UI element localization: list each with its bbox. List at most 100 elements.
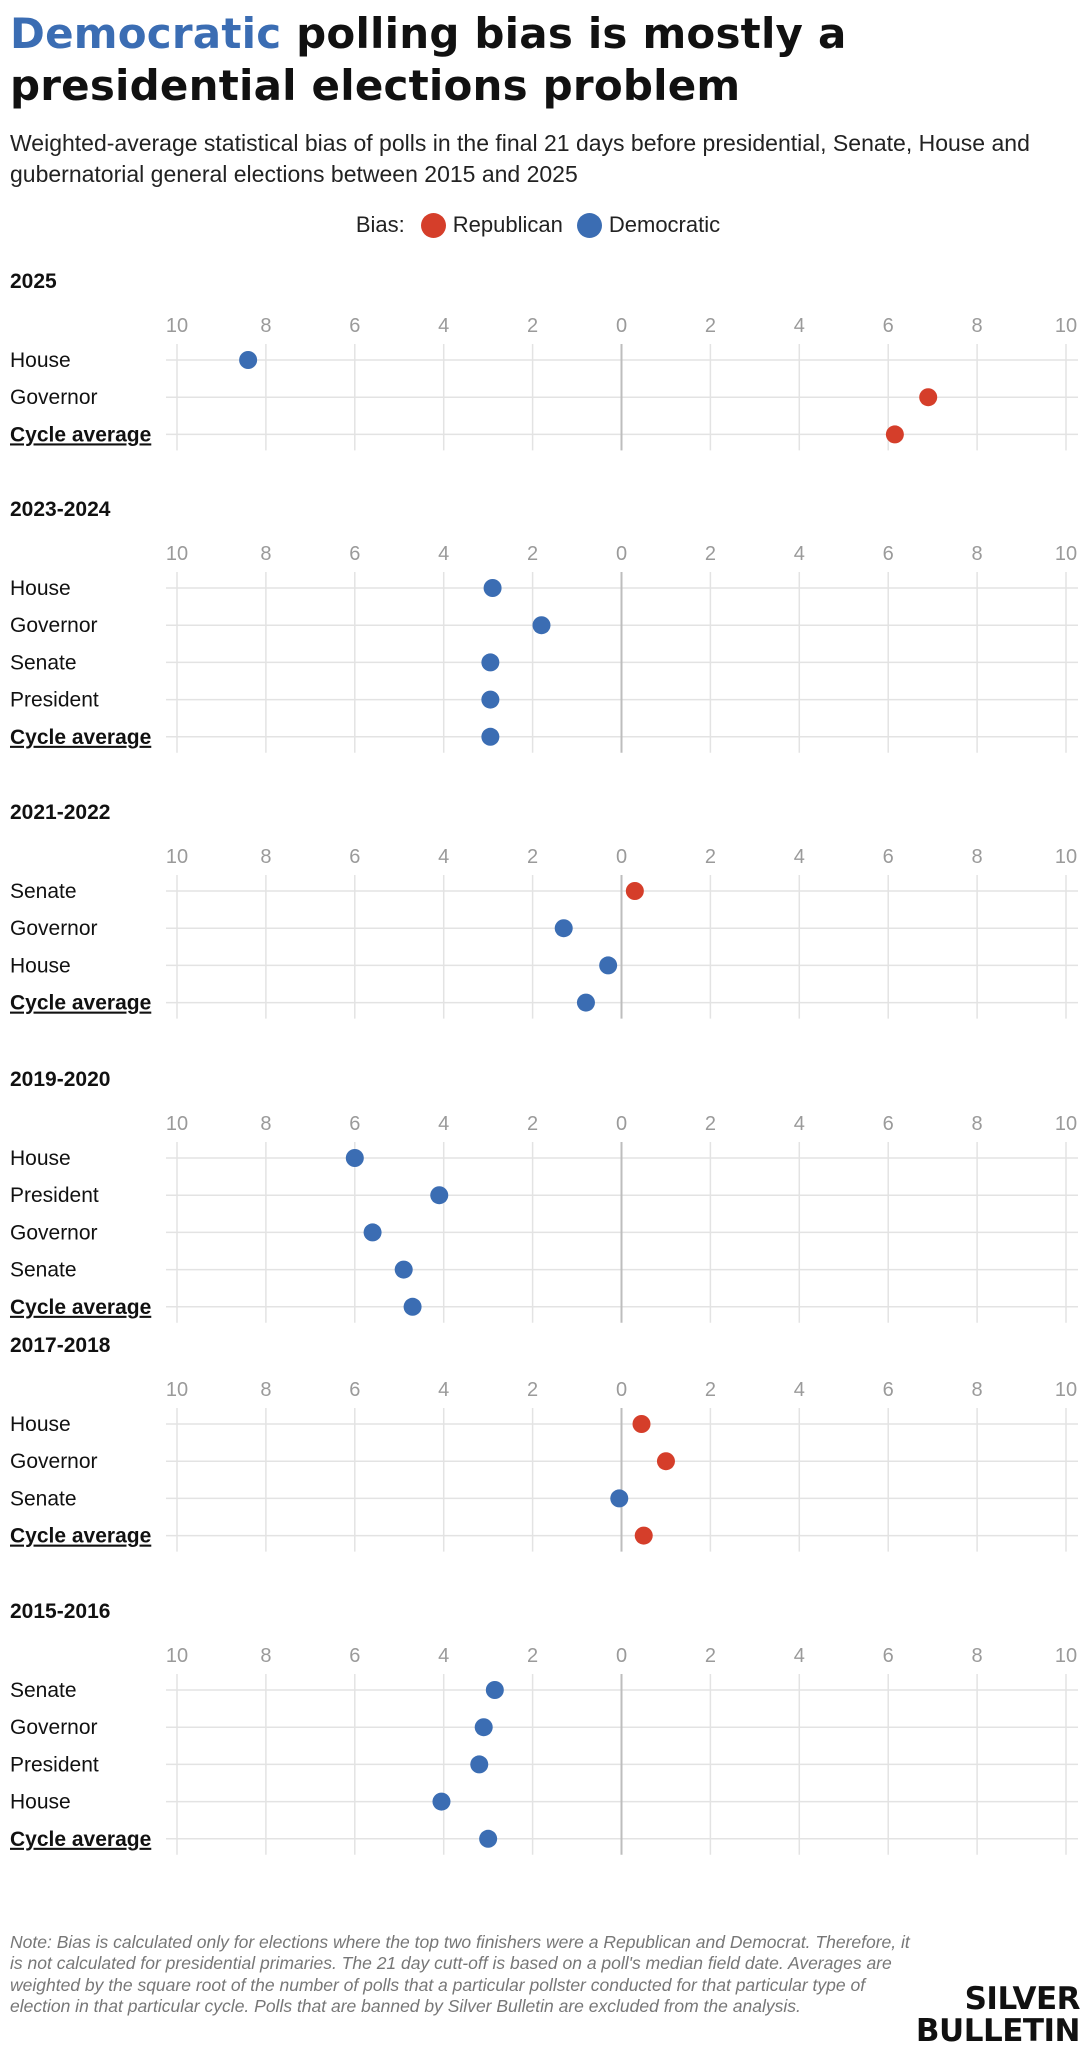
panel-title-5: 2015-2016 (10, 1600, 110, 1623)
row-label: House (10, 1413, 71, 1436)
legend-dot-republican-icon (420, 212, 446, 238)
row-label: President (10, 689, 99, 712)
x-tick-label: 8 (972, 1645, 983, 1667)
x-tick-label: 2 (705, 1379, 716, 1401)
data-point-democratic (481, 690, 500, 709)
logo-line-2: BULLETIN (915, 2013, 1081, 2049)
row-label: House (10, 954, 71, 977)
x-tick-label: 8 (972, 846, 983, 868)
data-point-democratic (479, 1829, 498, 1848)
x-tick-label: 10 (1055, 846, 1077, 868)
data-point-democratic (483, 579, 502, 597)
row-label: Governor (10, 1221, 98, 1244)
row-label: Senate (10, 1679, 77, 1702)
panel-title-4: 2017-2018 (10, 1334, 111, 1357)
x-tick-label: 10 (1055, 315, 1077, 337)
x-tick-label: 10 (166, 315, 188, 337)
x-tick-label: 6 (349, 1379, 360, 1401)
logo-line-1: SILVER (964, 1981, 1081, 2017)
x-tick-label: 10 (166, 543, 188, 565)
x-tick-label: 10 (1055, 1379, 1077, 1401)
row-label: Senate (10, 651, 77, 674)
x-tick-label: 4 (438, 543, 449, 565)
x-tick-label: 6 (883, 543, 894, 565)
row-label: Governor (10, 1716, 98, 1739)
x-tick-label: 0 (616, 315, 627, 337)
data-point-democratic (474, 1718, 493, 1737)
footnote: Note: Bias is calculated only for electi… (10, 1932, 910, 2016)
x-tick-label: 4 (794, 846, 805, 868)
x-tick-label: 8 (260, 1113, 271, 1135)
x-tick-label: 4 (794, 1113, 805, 1135)
x-tick-label: 2 (705, 1113, 716, 1135)
data-point-democratic (239, 351, 258, 369)
x-tick-label: 2 (705, 1645, 716, 1667)
x-tick-label: 0 (616, 1379, 627, 1401)
data-point-democratic (599, 956, 618, 975)
legend-text-republican: Republican (452, 212, 563, 237)
x-tick-label: 0 (616, 543, 627, 565)
title-highlight: Democratic (10, 9, 282, 58)
data-point-republican (919, 388, 938, 407)
x-tick-label: 0 (616, 846, 627, 868)
panel-title-3: 2019-2020 (10, 1068, 110, 1091)
x-tick-label: 6 (349, 846, 360, 868)
row-label: President (10, 1184, 99, 1207)
x-tick-label: 8 (972, 1379, 983, 1401)
x-tick-label: 4 (438, 315, 449, 337)
panel-title-1: 2023-2024 (10, 498, 111, 521)
x-tick-label: 10 (166, 1113, 188, 1135)
row-label: Governor (10, 614, 98, 637)
x-tick-label: 4 (794, 1645, 805, 1667)
x-tick-label: 4 (438, 1379, 449, 1401)
x-tick-label: 6 (349, 1113, 360, 1135)
x-tick-label: 6 (883, 1113, 894, 1135)
data-point-democratic (485, 1681, 504, 1699)
data-point-democratic (576, 993, 595, 1012)
x-tick-label: 4 (438, 1113, 449, 1135)
x-tick-label: 2 (527, 1379, 538, 1401)
data-point-democratic (554, 919, 573, 938)
data-point-republican (625, 882, 644, 900)
x-tick-label: 4 (438, 1645, 449, 1667)
x-tick-label: 10 (166, 846, 188, 868)
x-tick-label: 8 (260, 1379, 271, 1401)
data-point-democratic (470, 1755, 489, 1774)
legend-dot-democratic-icon (576, 212, 602, 238)
row-label: Governor (10, 386, 98, 409)
x-tick-label: 8 (972, 543, 983, 565)
data-point-democratic (394, 1260, 413, 1279)
legend-item-republican: Republican (420, 212, 563, 238)
legend-text-democratic: Democratic (608, 212, 721, 237)
x-tick-label: 6 (883, 1645, 894, 1667)
x-tick-label: 6 (883, 846, 894, 868)
data-point-democratic (345, 1149, 364, 1167)
row-label: President (10, 1753, 99, 1776)
x-tick-label: 4 (794, 1379, 805, 1401)
x-tick-label: 2 (527, 1645, 538, 1667)
x-tick-label: 2 (705, 543, 716, 565)
legend-item-democratic: Democratic (576, 212, 721, 238)
x-tick-label: 0 (616, 1113, 627, 1135)
dot-plot-chart: 2025 10 8 6 4 2 0 2 4 6 8 10 House Governor Cycle aver… (10, 270, 1078, 1855)
row-label: Governor (10, 917, 98, 940)
x-tick-label: 8 (260, 543, 271, 565)
row-label: House (10, 577, 71, 600)
x-tick-label: 8 (972, 315, 983, 337)
data-point-democratic (432, 1792, 451, 1811)
x-tick-label: 2 (527, 315, 538, 337)
cycle-average-label: Cycle average (10, 1525, 151, 1548)
x-tick-label: 2 (527, 1113, 538, 1135)
cycle-average-label: Cycle average (10, 1296, 151, 1319)
x-tick-label: 4 (438, 846, 449, 868)
x-tick-label: 10 (1055, 543, 1077, 565)
chart-title: Democratic polling bias is mostly a pres… (10, 8, 1080, 112)
x-tick-label: 2 (527, 543, 538, 565)
chart-subtitle: Weighted-average statistical bias of pol… (10, 130, 1030, 187)
x-tick-label: 4 (794, 315, 805, 337)
x-tick-label: 8 (260, 1645, 271, 1667)
legend-label: Bias: (355, 212, 405, 237)
x-tick-label: 10 (166, 1645, 188, 1667)
x-tick-label: 8 (260, 846, 271, 868)
data-point-democratic (430, 1186, 449, 1205)
